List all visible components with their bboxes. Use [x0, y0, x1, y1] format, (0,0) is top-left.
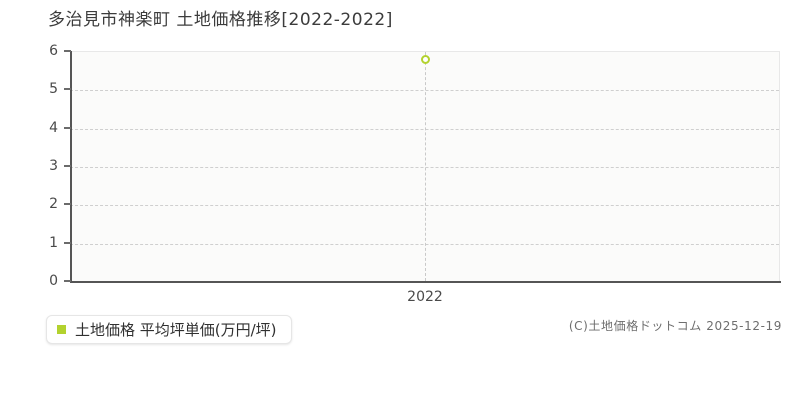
copyright-credit: (C)土地価格ドットコム 2025-12-19	[568, 319, 782, 333]
x-axis-line	[70, 281, 781, 283]
gridline-horizontal	[70, 128, 779, 130]
legend-label: 土地価格 平均坪単価(万円/坪)	[75, 320, 277, 339]
chart-legend[interactable]: 土地価格 平均坪単価(万円/坪)	[46, 315, 292, 344]
gridline-horizontal	[70, 167, 779, 168]
y-axis-tick	[64, 203, 71, 206]
gridline-horizontal	[70, 205, 779, 207]
y-axis-tick	[64, 126, 71, 129]
y-axis-tick-label: 4	[49, 119, 58, 136]
gridline-horizontal	[70, 90, 779, 92]
x-axis-tick-label: 2022	[407, 289, 443, 305]
y-axis-tick	[64, 165, 71, 167]
y-axis-tick-label: 2	[49, 196, 58, 213]
chart-title: 多治見市神楽町 土地価格推移[2022-2022]	[48, 10, 393, 30]
y-axis-tick-labels: 0 1 2 3 4 5 6	[0, 0, 58, 400]
y-axis-tick	[64, 280, 71, 282]
legend-swatch-icon	[57, 325, 66, 334]
y-axis-tick-label: 3	[49, 158, 58, 174]
data-point[interactable]	[420, 55, 430, 65]
gridline-vertical	[425, 52, 426, 281]
y-axis-tick-label: 0	[49, 273, 58, 289]
y-axis-tick	[64, 88, 71, 91]
y-axis-tick-label: 1	[49, 234, 58, 251]
y-axis-tick	[64, 50, 71, 52]
plot-area	[70, 51, 780, 281]
y-axis-tick-label: 5	[49, 81, 58, 98]
y-axis-tick	[64, 241, 71, 244]
y-axis-tick-label: 6	[49, 43, 58, 59]
y-axis-line	[70, 51, 72, 282]
gridline-horizontal	[70, 243, 779, 245]
